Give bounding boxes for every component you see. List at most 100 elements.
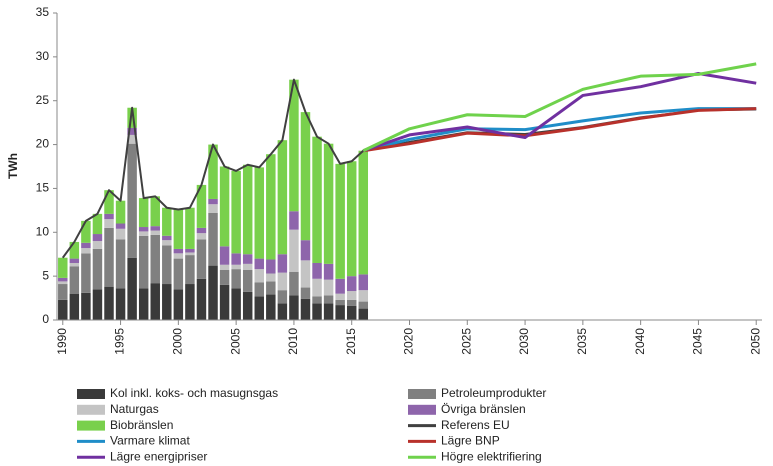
bar-segment — [196, 227, 207, 234]
bar-segment — [173, 289, 184, 320]
bar-segment — [266, 154, 276, 260]
bar-segment — [81, 248, 91, 254]
bar-segment — [81, 220, 91, 243]
bar-segment — [231, 253, 241, 265]
bar-segment — [104, 219, 114, 228]
bar-segment — [196, 233, 207, 240]
bar-segment — [335, 278, 345, 294]
bar-segment — [289, 229, 299, 272]
bar-segment — [231, 269, 241, 289]
x-tick-label: 2040 — [633, 328, 647, 355]
bar-segment — [358, 301, 369, 309]
bar-segment — [358, 150, 369, 275]
bar-segment — [150, 234, 160, 284]
bar-segment — [127, 107, 137, 128]
x-tick-label: 2035 — [575, 328, 589, 355]
legend-label: Petroleumprodukter — [441, 386, 546, 400]
bar-segment — [208, 265, 218, 320]
bar-segment — [312, 136, 322, 263]
bar-segment — [254, 296, 264, 320]
legend-swatch — [77, 404, 105, 415]
bar-segment — [277, 140, 288, 255]
bar-segment — [312, 278, 322, 297]
legend-label: Lägre BNP — [441, 434, 500, 448]
bar-segment — [185, 255, 195, 285]
bar-segment — [196, 239, 207, 279]
bar-segment — [162, 207, 172, 236]
bar-segment — [312, 296, 322, 304]
bar-segment — [358, 274, 369, 291]
legend-label: Kol inkl. koks- och masugnsgas — [110, 386, 278, 400]
bar-segment — [254, 282, 264, 297]
y-axis-label: TWh — [6, 153, 20, 179]
y-tick-label: 0 — [42, 312, 49, 326]
bar-segment — [242, 291, 253, 320]
bar-segment — [150, 196, 160, 227]
bar-segment — [289, 271, 299, 296]
line — [363, 107, 757, 153]
bar-segment — [335, 163, 345, 279]
bar-segment — [289, 79, 299, 212]
bar-segment — [335, 299, 345, 306]
bar-segment — [346, 291, 357, 300]
bar-segment — [208, 198, 218, 205]
x-tick-label: 2005 — [228, 328, 242, 355]
bar-segment — [138, 231, 149, 236]
bar-segment — [219, 166, 230, 247]
bar-segment — [231, 264, 241, 270]
bar-segment — [323, 263, 334, 280]
bar-segment — [58, 284, 68, 300]
bar-segment — [196, 278, 207, 320]
bar-segment — [289, 295, 299, 320]
legend-swatch — [77, 420, 105, 431]
bar-segment — [266, 259, 276, 274]
legend-swatch — [408, 389, 436, 399]
x-tick-label: 2045 — [691, 328, 705, 355]
bar-segment — [104, 227, 114, 287]
bar-segment — [242, 164, 253, 255]
y-tick-label: 35 — [36, 5, 50, 19]
legend-label: Referens EU — [441, 418, 510, 432]
bar-segment — [81, 292, 91, 320]
bar-segment — [300, 298, 311, 320]
bar-segment — [104, 190, 114, 214]
bar-segment — [254, 269, 264, 283]
bar-segment — [150, 226, 160, 231]
x-tick-label: 1995 — [113, 328, 127, 355]
line — [362, 62, 757, 153]
bar-segment — [231, 170, 241, 254]
bar-segment — [277, 272, 288, 291]
bar-segment — [127, 257, 137, 320]
bar-segment — [277, 254, 288, 273]
bar-segment — [346, 276, 357, 292]
bar-segment — [173, 258, 184, 290]
bar-segment — [242, 263, 253, 271]
bar-segment — [162, 240, 172, 246]
bar-segment — [173, 248, 184, 254]
bar-segment — [300, 260, 311, 288]
bar-segment — [58, 299, 68, 320]
bar-segment — [346, 161, 357, 277]
bar-segment — [323, 295, 334, 304]
bar-segment — [104, 213, 114, 220]
y-tick-label: 25 — [36, 93, 50, 107]
bar-segment — [127, 127, 137, 135]
x-tick-label: 2025 — [459, 328, 473, 355]
bar-segment — [185, 207, 195, 249]
bar-segment — [138, 227, 149, 232]
bar-segment — [69, 258, 80, 263]
line — [362, 107, 757, 153]
bar-segment — [58, 257, 68, 278]
bar-segment — [69, 293, 80, 320]
bar-segment — [150, 283, 160, 320]
bar-segment — [162, 284, 172, 320]
bar-segment — [69, 241, 80, 259]
bar-segment — [162, 245, 172, 285]
bar-segment — [92, 213, 103, 235]
x-tick-label: 2010 — [286, 328, 300, 355]
bar-segment — [266, 294, 276, 320]
bar-segment — [323, 303, 334, 320]
legend-label: Naturgas — [110, 402, 159, 416]
bar-segment — [335, 293, 345, 300]
